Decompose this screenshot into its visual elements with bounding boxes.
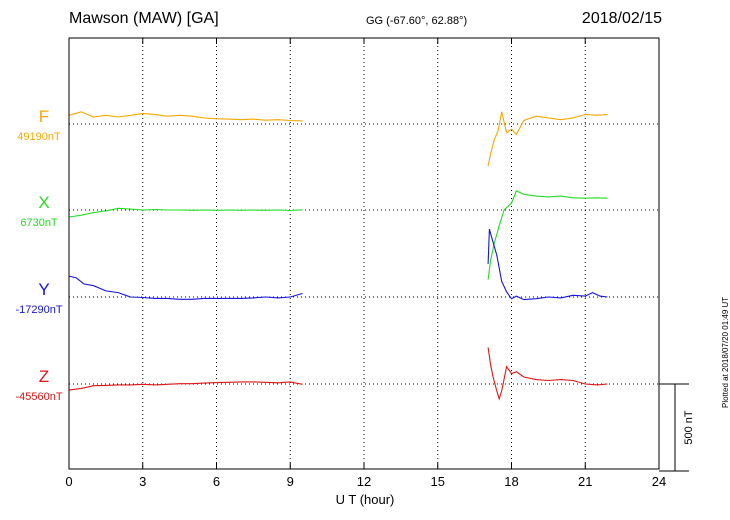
scale-bar-label: 500 nT <box>683 410 695 445</box>
x-axis-label: U T (hour) <box>335 492 395 507</box>
x-tick-label: 15 <box>431 474 445 489</box>
series-name-y: Y <box>38 280 49 299</box>
x-tick-label: 6 <box>213 474 220 489</box>
series-line-y <box>68 275 303 300</box>
x-tick-label: 18 <box>504 474 518 489</box>
x-tick-label: 0 <box>65 474 72 489</box>
series-line-f <box>68 111 303 122</box>
series-line-f <box>487 111 608 166</box>
series-baseline-f: 49190nT <box>17 131 61 143</box>
series-line-x <box>68 207 303 218</box>
x-tick-label: 24 <box>652 474 666 489</box>
series-baseline-x: 6730nT <box>20 217 58 229</box>
chart-title: Mawson (MAW) [GA] <box>69 10 219 27</box>
series-name-z: Z <box>39 367 49 386</box>
series-baseline-y: -17290nT <box>15 304 62 316</box>
series-name-x: X <box>38 193 49 212</box>
x-tick-label: 3 <box>139 474 146 489</box>
series-line-x <box>487 190 608 280</box>
x-tick-label: 12 <box>357 474 371 489</box>
chart-date: 2018/02/15 <box>581 10 662 27</box>
series-labels: F 49190nT X 6730nT Y -17290nT Z -45560nT <box>15 107 62 403</box>
series-line-z <box>487 347 608 401</box>
series-lines <box>68 111 608 401</box>
x-tick-label: 21 <box>578 474 592 489</box>
series-line-y <box>487 228 608 301</box>
series-line-z <box>68 381 303 391</box>
series-name-f: F <box>39 107 49 126</box>
x-axis-ticks: 0 3 6 9 12 15 18 21 24 <box>65 38 666 489</box>
station-coordinates: GG (-67.60°, 62.88°) <box>366 15 468 27</box>
grid <box>69 38 659 469</box>
plotted-timestamp: Plotted at 2018/07/20 01:49 UT <box>721 296 730 408</box>
scale-bar: 500 nT <box>659 383 695 472</box>
x-tick-label: 9 <box>287 474 294 489</box>
series-baseline-z: -45560nT <box>15 391 62 403</box>
